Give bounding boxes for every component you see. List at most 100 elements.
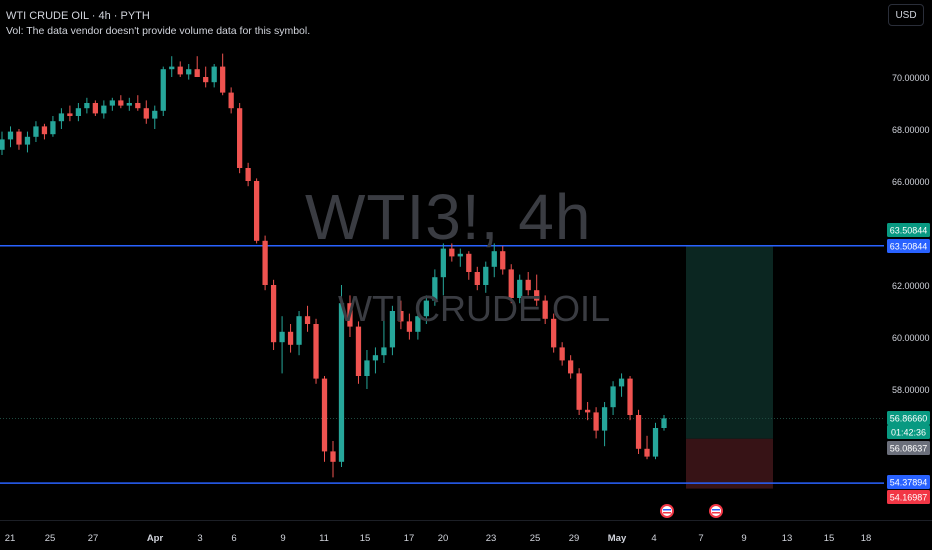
candle-body[interactable]	[593, 412, 599, 431]
candle-body[interactable]	[559, 347, 565, 361]
candle-body[interactable]	[652, 428, 659, 457]
candle-body[interactable]	[186, 69, 192, 75]
candle-body[interactable]	[0, 139, 5, 150]
candle-body[interactable]	[661, 418, 667, 428]
candle-body[interactable]	[500, 251, 506, 270]
x-axis-label: Apr	[147, 533, 164, 544]
currency-button[interactable]: USD	[888, 4, 924, 26]
position-loss-zone[interactable]	[686, 438, 773, 489]
candle-body[interactable]	[398, 311, 404, 322]
candle-body[interactable]	[355, 326, 362, 376]
candle-body[interactable]	[109, 100, 115, 106]
candle-body[interactable]	[321, 378, 328, 452]
candle-body[interactable]	[211, 66, 217, 83]
candle-body[interactable]	[551, 318, 557, 348]
price-tag-label: 56.86660	[890, 414, 928, 424]
candle-body[interactable]	[253, 181, 260, 241]
candle-body[interactable]	[415, 316, 421, 332]
candle-body[interactable]	[262, 240, 268, 285]
x-axis-label: 21	[5, 533, 16, 544]
candle-body[interactable]	[440, 248, 446, 278]
candle-body[interactable]	[245, 168, 251, 181]
candle-body[interactable]	[627, 378, 633, 415]
candle-body[interactable]	[220, 66, 226, 93]
candle-body[interactable]	[270, 285, 277, 343]
x-axis-label: 9	[741, 533, 746, 544]
candle-body[interactable]	[584, 409, 591, 413]
candle-body[interactable]	[169, 66, 175, 70]
candle-body[interactable]	[372, 355, 379, 361]
candle-body[interactable]	[101, 105, 107, 114]
candle-body[interactable]	[381, 347, 387, 356]
candle-body[interactable]	[423, 300, 429, 317]
candle-body[interactable]	[16, 131, 22, 145]
candle-body[interactable]	[338, 303, 345, 462]
candle-body[interactable]	[449, 248, 455, 257]
candle-body[interactable]	[508, 269, 514, 298]
candle-body[interactable]	[525, 279, 531, 291]
candle-body[interactable]	[601, 407, 608, 431]
candle-body[interactable]	[296, 316, 302, 345]
candle-body[interactable]	[457, 253, 463, 257]
candle-body[interactable]	[203, 77, 209, 83]
candle-body[interactable]	[576, 373, 582, 410]
candle-body[interactable]	[92, 103, 98, 114]
candle-body[interactable]	[67, 113, 73, 116]
x-axis-label: 11	[319, 533, 329, 544]
candle-body[interactable]	[534, 290, 540, 301]
candle-body[interactable]	[432, 277, 438, 301]
position-profit-zone[interactable]	[686, 245, 773, 439]
candle-body[interactable]	[228, 92, 234, 109]
price-tag	[887, 425, 930, 439]
x-axis-label: 15	[824, 533, 835, 544]
candle-body[interactable]	[330, 451, 336, 462]
candle-body[interactable]	[474, 272, 480, 285]
candle-body[interactable]	[58, 113, 65, 122]
ticker-watermark: WTI3!, 4h	[305, 181, 592, 253]
candle-body[interactable]	[406, 321, 413, 332]
candle-body[interactable]	[364, 360, 370, 376]
candle-body[interactable]	[118, 100, 124, 106]
candle-body[interactable]	[466, 253, 472, 272]
candle-body[interactable]	[483, 266, 489, 285]
candle-body[interactable]	[347, 303, 353, 327]
candle-body[interactable]	[84, 103, 90, 109]
x-axis-label: 25	[45, 533, 56, 544]
candle-body[interactable]	[644, 448, 650, 457]
candle-body[interactable]	[542, 300, 548, 319]
x-axis-label: May	[608, 533, 627, 544]
x-axis-label: 27	[88, 533, 99, 544]
candle-body[interactable]	[313, 324, 319, 379]
candle-body[interactable]	[24, 136, 31, 145]
candle-body[interactable]	[160, 69, 166, 111]
y-axis-label: 70.00000	[892, 73, 930, 83]
candle-body[interactable]	[135, 103, 141, 109]
x-axis-label: 3	[197, 533, 202, 544]
candle-body[interactable]	[287, 331, 294, 345]
candle-body[interactable]	[618, 378, 625, 387]
candle-body[interactable]	[75, 108, 82, 116]
candle-body[interactable]	[237, 108, 243, 168]
candle-body[interactable]	[610, 386, 616, 408]
candle-body[interactable]	[517, 279, 523, 298]
candle-body[interactable]	[33, 126, 39, 137]
candle-body[interactable]	[143, 108, 149, 119]
candle-body[interactable]	[126, 103, 132, 106]
candle-body[interactable]	[41, 126, 48, 135]
candle-body[interactable]	[50, 121, 56, 135]
candle-body[interactable]	[152, 110, 158, 119]
candle-body[interactable]	[568, 360, 574, 374]
candle-body[interactable]	[7, 131, 14, 140]
x-axis-label: 25	[530, 533, 541, 544]
candle-body[interactable]	[194, 69, 200, 77]
x-axis-label: 15	[360, 533, 371, 544]
candle-body[interactable]	[389, 311, 396, 348]
candle-body[interactable]	[635, 415, 642, 449]
candle-body[interactable]	[304, 316, 311, 324]
candle-body[interactable]	[491, 251, 497, 267]
candle-body[interactable]	[279, 331, 285, 343]
candle-body[interactable]	[177, 66, 183, 75]
price-tag	[887, 411, 930, 425]
